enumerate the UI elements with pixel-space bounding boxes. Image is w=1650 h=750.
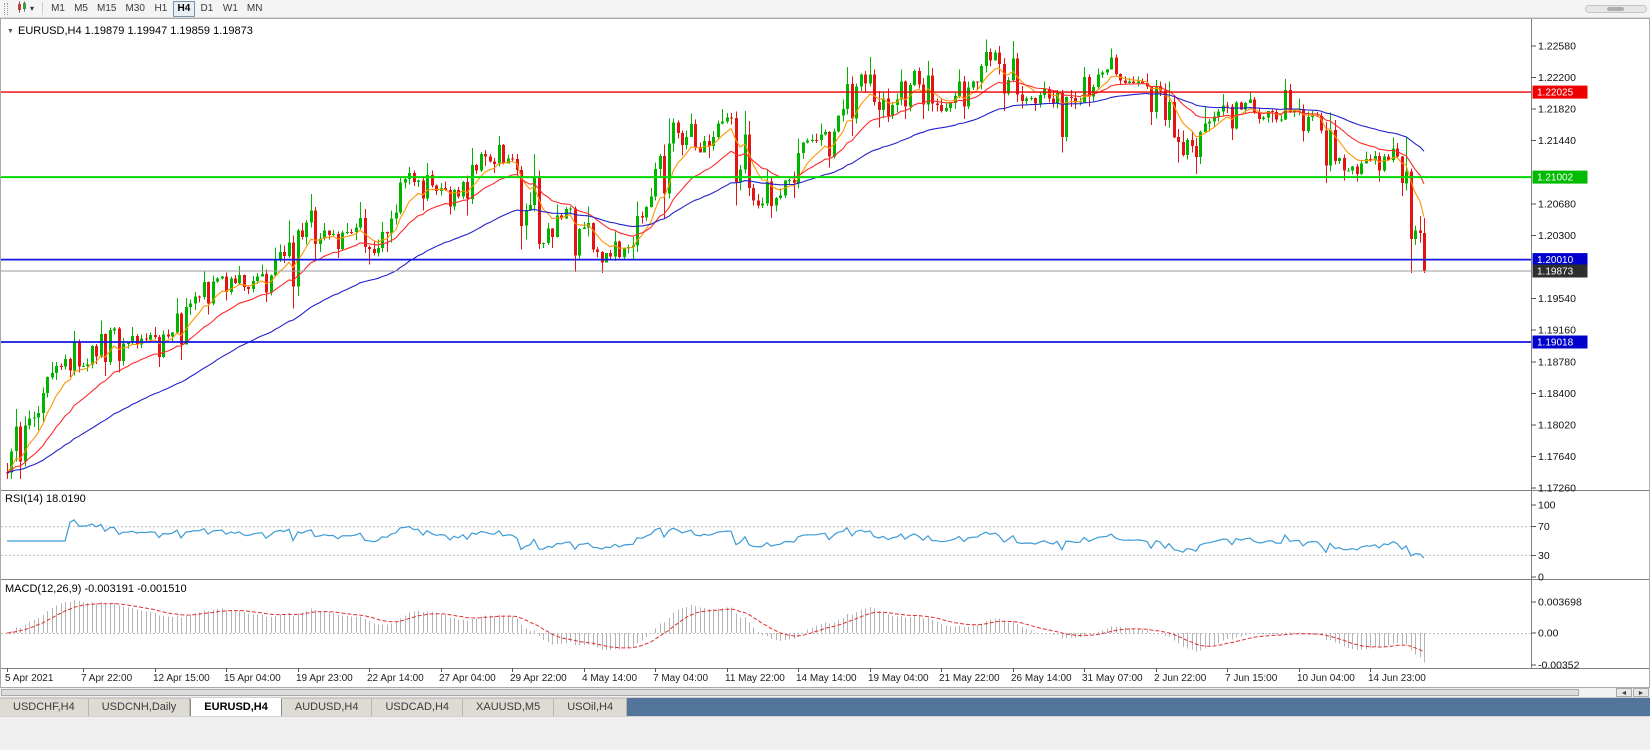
- ma-21-line: [6, 80, 1425, 473]
- time-axis-label: 31 May 07:00: [1082, 673, 1143, 684]
- tabbar-empty-area: [627, 698, 1650, 716]
- hscroll-thumb[interactable]: [1, 689, 1579, 696]
- price-box-1.21002: [1532, 170, 1588, 184]
- price-tick-label: 1.21440: [1538, 135, 1576, 147]
- time-axis-label: 2 Jun 22:00: [1154, 673, 1207, 684]
- toolbar-grip[interactable]: [4, 2, 8, 15]
- chart-background: [0, 18, 1650, 688]
- price-box-1.19018: [1532, 335, 1588, 349]
- rsi-label: RSI(14) 18.0190: [5, 493, 86, 505]
- time-axis-label: 7 May 04:00: [653, 673, 708, 684]
- price-tick-label: 1.17260: [1538, 483, 1576, 495]
- price-tick-label: 1.18400: [1538, 388, 1576, 400]
- chart-type-button[interactable]: ▾: [13, 1, 38, 17]
- chart-tab-xauusd[interactable]: XAUUSD,M5: [463, 698, 555, 716]
- collapse-icon: ▼: [7, 28, 14, 35]
- price-tick-label: 1.22580: [1538, 41, 1576, 53]
- time-axis-label: 4 May 14:00: [582, 673, 637, 684]
- macd-signal-line: [6, 602, 1425, 653]
- ma-8-line: [6, 67, 1425, 473]
- time-axis-label: 15 Apr 04:00: [224, 673, 281, 684]
- time-axis-label: 12 Apr 15:00: [153, 673, 210, 684]
- time-axis-label: 14 Jun 23:00: [1368, 673, 1426, 684]
- symbol-ohlc-header: EURUSD,H4 1.19879 1.19947 1.19859 1.1987…: [18, 25, 253, 37]
- chart-hscrollbar[interactable]: ◄ ►: [0, 688, 1650, 698]
- ma-55-line: [6, 92, 1425, 473]
- time-axis-label: 10 Jun 04:00: [1297, 673, 1355, 684]
- toolbar-overflow-thumb[interactable]: [1585, 5, 1647, 13]
- timeframe-m15-button[interactable]: M15: [93, 1, 120, 17]
- price-box-1.19873: [1532, 264, 1588, 278]
- time-axis-label: 21 May 22:00: [939, 673, 1000, 684]
- chart-tab-eurusd[interactable]: EURUSD,H4: [190, 698, 282, 716]
- chart-tabbar: USDCHF,H4 USDCNH,Daily EURUSD,H4 AUDUSD,H4 U…: [0, 698, 1650, 716]
- hscroll-arrows: ◄ ►: [1615, 688, 1649, 697]
- price-tick-label: 1.22200: [1538, 72, 1576, 84]
- time-axis-label: 22 Apr 14:00: [367, 673, 424, 684]
- rsi-scale-label: 0: [1538, 572, 1544, 584]
- rsi-line: [7, 519, 1425, 559]
- time-axis-label: 7 Apr 22:00: [81, 673, 133, 684]
- chart-tab-usdcad[interactable]: USDCAD,H4: [372, 698, 464, 716]
- chart-tab-usdchf[interactable]: USDCHF,H4: [0, 698, 89, 716]
- scroll-left-button[interactable]: ◄: [1616, 688, 1632, 697]
- timeframe-h4-button[interactable]: H4: [172, 0, 195, 17]
- price-chart[interactable]: 1.22580 1.22200 1.21820 1.21440 1.20680 1.203…: [0, 18, 1650, 688]
- price-tick-label: 1.21820: [1538, 104, 1576, 116]
- time-axis-label: 7 Jun 15:00: [1225, 673, 1278, 684]
- price-box-label: 1.21002: [1537, 173, 1574, 184]
- price-tick-label: 1.20680: [1538, 198, 1576, 210]
- price-box-1.20010: [1532, 253, 1588, 267]
- macd-scale-label: -0.00352: [1538, 660, 1580, 672]
- time-axis-label: 26 May 14:00: [1011, 673, 1072, 684]
- chart-tab-audusd[interactable]: AUDUSD,H4: [281, 698, 373, 716]
- chart-tab-usdcnh[interactable]: USDCNH,Daily: [88, 698, 191, 716]
- scroll-right-button[interactable]: ►: [1633, 688, 1649, 697]
- timeframe-buttons: M1 M5 M15 M30 H1 H4 D1 W1 MN: [47, 0, 267, 17]
- price-box-1.22025: [1532, 85, 1588, 99]
- price-box-label: 1.20010: [1537, 255, 1574, 266]
- timeframe-m1-button[interactable]: M1: [47, 1, 69, 17]
- price-tick-label: 1.18780: [1538, 356, 1576, 368]
- rsi-scale-label: 70: [1538, 521, 1550, 533]
- price-box-label: 1.22025: [1537, 88, 1574, 99]
- price-tick-label: 1.17640: [1538, 451, 1576, 463]
- time-axis-label: 19 Apr 23:00: [296, 673, 353, 684]
- time-axis-label: 19 May 04:00: [868, 673, 929, 684]
- macd-scale-label: 0.003698: [1538, 597, 1582, 609]
- toolbar-separator: [42, 2, 44, 15]
- price-tick-label: 1.19540: [1538, 293, 1576, 305]
- price-box-label: 1.19018: [1537, 338, 1574, 349]
- time-axis-label: 11 May 22:00: [725, 673, 785, 684]
- chart-tabs: USDCHF,H4 USDCNH,Daily EURUSD,H4 AUDUSD,H4 U…: [0, 698, 628, 716]
- timeframe-m30-button[interactable]: M30: [121, 1, 148, 17]
- time-axis-label: 27 Apr 04:00: [439, 673, 496, 684]
- timeframe-h1-button[interactable]: H1: [150, 1, 172, 17]
- price-box-label: 1.19873: [1537, 266, 1574, 277]
- time-axis-label: 14 May 14:00: [796, 673, 857, 684]
- macd-label: MACD(12,26,9) -0.003191 -0.001510: [5, 583, 187, 595]
- status-bar: [0, 716, 1650, 750]
- macd-scale-label: 0.00: [1538, 628, 1559, 640]
- timeframe-w1-button[interactable]: W1: [219, 1, 242, 17]
- time-axis-label: 5 Apr 2021: [5, 673, 54, 684]
- price-tick-label: 1.19160: [1538, 325, 1576, 337]
- price-tick-label: 1.18020: [1538, 419, 1576, 431]
- chevron-down-icon: ▾: [30, 3, 35, 13]
- candlestick-chart-icon: [17, 1, 28, 16]
- timeframe-d1-button[interactable]: D1: [196, 1, 218, 17]
- timeframe-m5-button[interactable]: M5: [70, 1, 92, 17]
- rsi-scale-label: 30: [1538, 550, 1550, 562]
- time-axis-label: 29 Apr 22:00: [510, 673, 567, 684]
- price-tick-label: 1.20300: [1538, 230, 1576, 242]
- toolbar-overflow-knob: [1607, 7, 1624, 11]
- chart-tab-usoil[interactable]: USOil,H4: [554, 698, 628, 716]
- timeframe-toolbar: ▾ M1 M5 M15 M30 H1 H4 D1 W1 MN: [0, 0, 1650, 18]
- timeframe-mn-button[interactable]: MN: [243, 1, 267, 17]
- rsi-scale-label: 100: [1538, 500, 1556, 512]
